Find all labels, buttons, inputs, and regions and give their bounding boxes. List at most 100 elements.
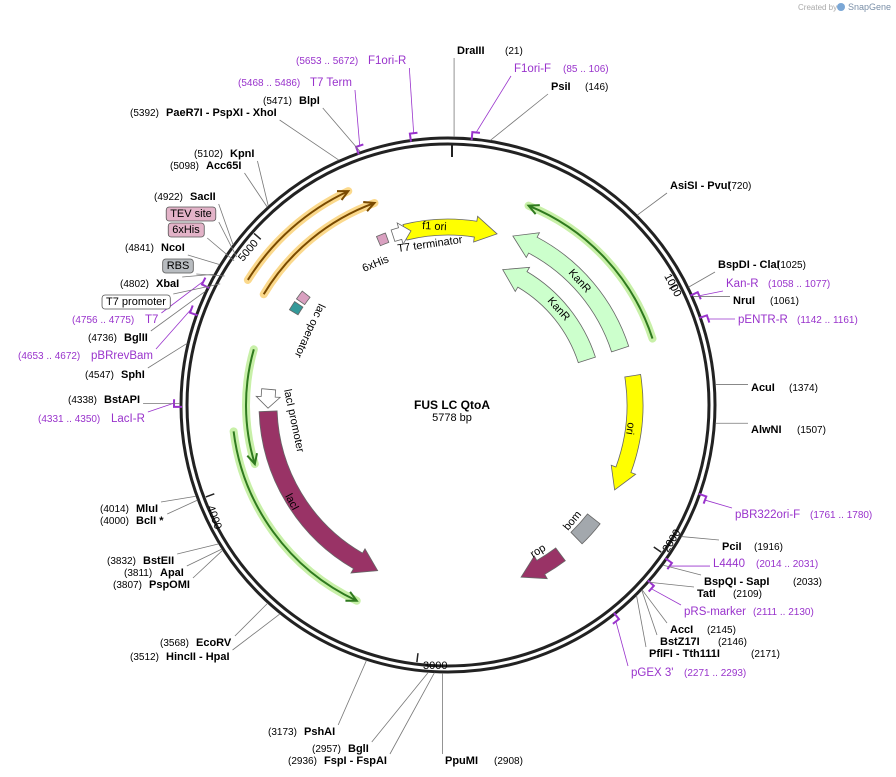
site-name: PflFI - Tth111I [649,648,720,660]
ring-tick-label: 2000 [660,527,683,554]
primer-name: pENTR-R [738,314,788,326]
primer-marker [188,305,198,317]
site-position: (1916) [754,542,783,553]
site-position: (3832) [107,556,136,567]
site-position: (3512) [130,652,159,663]
primer-marker [470,130,481,141]
site-name: PpuMI [445,755,478,767]
site-name: BstEII [143,555,174,567]
primer-name: pGEX 3' [631,667,673,679]
primer-marker [612,612,621,625]
primer-arc-green-glow [524,201,657,343]
ring-outer [179,136,717,674]
watermark-icon [837,3,845,11]
primer-arc-orange-head [363,200,377,212]
feature-label: 6xHis [361,253,391,275]
label-connector [688,271,716,288]
primer-position: (1761 .. 1780) [810,510,872,521]
ring-tick [668,283,678,290]
site-position: (4922) [154,192,183,203]
site-name: AlwNI [751,424,782,436]
site-name: AccI [670,624,693,636]
ring-tick [205,493,215,498]
map-size: 5778 bp [432,412,472,424]
bom [570,513,601,545]
site-position: (4000) [100,516,129,527]
label-connector [167,499,198,515]
site-position: (2936) [288,756,317,767]
primer-position: (5653 .. 5672) [296,56,358,67]
primer-arc-orange [247,190,349,281]
site-position: (1374) [789,383,818,394]
primer-position: (4653 .. 4672) [18,351,80,362]
label-connector [490,93,549,141]
label-connector [147,402,175,413]
site-position: (21) [505,46,523,57]
primer-name: T7 Term [310,77,352,89]
label-connector [234,602,268,637]
label-connector [218,203,234,245]
label-connector [155,308,192,350]
label-connector [354,89,361,146]
site-position: (3807) [113,580,142,591]
label-connector [704,499,733,509]
laci [258,410,379,574]
feature-box-label: RBS [167,260,190,272]
feature-box [101,294,171,310]
site-name: HincII - HpaI [166,651,230,663]
primer-arc-orange-glow [243,187,353,284]
primer-name: F1ori-R [368,55,406,67]
feature-box [165,206,217,222]
label-connector [177,543,219,555]
site-name: BstAPI [104,394,140,406]
site-position: (4547) [85,370,114,381]
watermark-brand: SnapGene [848,2,891,12]
label-connector [371,672,429,743]
site-position: (3173) [268,727,297,738]
label-connector [150,290,206,332]
site-position: (2109) [733,589,762,600]
label-connector [699,290,724,297]
label-connector [389,672,435,755]
site-position: (4802) [120,279,149,290]
label-connector [192,549,224,579]
site-position: (720) [728,181,751,192]
site-position: (3568) [160,638,189,649]
primer-arc-green-head [526,204,540,215]
feature-label: lacI promoter [281,388,306,454]
label-connector [206,237,235,262]
label-connector [651,588,682,606]
label-connector [648,581,695,588]
site-position: (2171) [751,649,780,660]
site-name: AcuI [751,382,775,394]
site-name: BspQI - SapI [704,576,769,588]
site-name: PciI [722,541,742,553]
site-name: EcoRV [196,637,232,649]
label-connector [196,273,225,277]
site-name: PshAI [304,726,335,738]
kanr [502,266,596,364]
site-position: (2957) [312,744,341,755]
feature-box [162,258,194,274]
primer-arc-green [528,204,654,339]
kanr [512,232,630,353]
ring-tick [653,546,662,553]
site-name: ApaI [160,567,184,579]
site-name: NcoI [161,242,185,254]
label-connector [173,283,221,295]
site-name: Acc65I [206,160,241,172]
label-connector [475,75,512,133]
primer-position: (1142 .. 1161) [797,315,858,326]
label-connector [662,564,702,576]
label-connector [636,192,668,216]
primer-name: pBRrevBam [91,350,153,362]
f1-ori [402,215,498,243]
primer-position: (2271 .. 2293) [684,668,746,679]
label-connector [636,595,647,648]
site-position: (1025) [777,260,806,271]
site-name: KpnI [230,148,254,160]
site-position: (2145) [707,625,736,636]
primer-name: T7 [145,314,158,326]
site-name: FspI - FspAI [324,755,387,767]
site-position: (4014) [100,504,129,515]
